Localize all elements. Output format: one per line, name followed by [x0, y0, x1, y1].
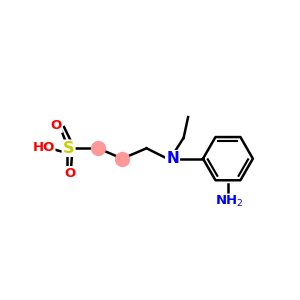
- Text: O: O: [65, 167, 76, 180]
- Text: NH$_2$: NH$_2$: [215, 194, 244, 209]
- Text: O: O: [51, 119, 62, 132]
- Text: HO: HO: [32, 141, 55, 154]
- Text: N: N: [166, 151, 179, 166]
- Text: S: S: [63, 141, 74, 156]
